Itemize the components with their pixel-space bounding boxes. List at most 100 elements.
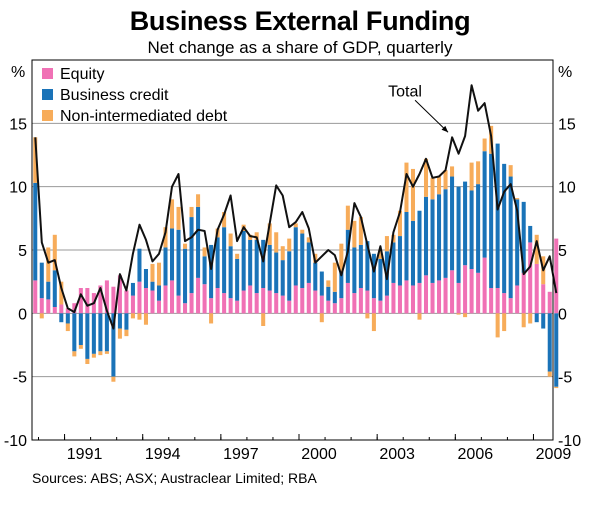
bar-segment-business-credit xyxy=(502,163,507,294)
x-tick-label: 1991 xyxy=(67,446,103,463)
bar-segment-non-intermediated-debt xyxy=(339,243,344,272)
bar-segment-business-credit xyxy=(410,220,416,286)
bar-segment-business-credit xyxy=(274,252,279,294)
legend-swatch xyxy=(42,89,53,100)
bar-segment-equity xyxy=(528,242,533,314)
bar-segment-equity xyxy=(554,238,559,314)
bar-segment-non-intermediated-debt xyxy=(547,371,552,377)
x-tick-label: 2003 xyxy=(379,446,415,463)
bar-segment-non-intermediated-debt xyxy=(417,313,422,320)
bar-segment-equity xyxy=(274,293,279,314)
bar-segment-business-credit xyxy=(423,196,429,276)
bar-segment-business-credit xyxy=(300,233,305,288)
bar-segment-equity xyxy=(52,307,57,314)
bar-segment-non-intermediated-debt xyxy=(254,232,259,240)
bar-segment-non-intermediated-debt xyxy=(319,313,324,323)
y-unit-right: % xyxy=(558,64,572,81)
bar-segment-equity xyxy=(476,272,481,314)
bar-segment-non-intermediated-debt xyxy=(456,313,461,315)
bar-segment-business-credit xyxy=(59,313,64,323)
bar-segment-equity xyxy=(489,288,494,314)
bar-segment-business-credit xyxy=(156,285,162,301)
bar-segment-business-credit xyxy=(287,251,292,301)
bar-segment-equity xyxy=(417,282,422,314)
bar-segment-business-credit xyxy=(397,236,402,286)
bar-segment-business-credit xyxy=(489,153,494,288)
bar-segment-equity xyxy=(228,298,233,314)
legend-label: Non-intermediated debt xyxy=(60,108,228,125)
source-note: Sources: ABS; ASX; Austraclear Limited; … xyxy=(32,470,317,486)
bar-segment-business-credit xyxy=(476,184,481,273)
bar-segment-non-intermediated-debt xyxy=(287,238,292,252)
bar-segment-business-credit xyxy=(235,258,240,301)
bar-segment-non-intermediated-debt xyxy=(183,243,188,249)
bar-segment-equity xyxy=(104,280,109,314)
bar-segment-business-credit xyxy=(169,228,175,281)
bar-segment-non-intermediated-debt xyxy=(365,313,370,319)
bar-segment-equity xyxy=(378,300,383,314)
bar-segment-non-intermediated-debt xyxy=(437,176,442,195)
bar-segment-non-intermediated-debt xyxy=(33,137,38,183)
bar-segment-equity xyxy=(339,298,344,314)
y-tick-label-left: -5 xyxy=(13,370,27,387)
bar-segment-business-credit xyxy=(39,262,44,299)
bar-segment-business-credit xyxy=(85,313,90,359)
bar-segment-non-intermediated-debt xyxy=(65,323,70,332)
bar-segment-equity xyxy=(196,277,201,314)
bar-segment-business-credit xyxy=(326,286,331,301)
bar-segment-business-credit xyxy=(534,313,539,323)
plot-frame xyxy=(31,59,554,441)
bar-segment-business-credit xyxy=(65,313,70,324)
annotation-total: Total xyxy=(388,83,422,100)
bar-segment-business-credit xyxy=(463,181,468,266)
bar-segment-non-intermediated-debt xyxy=(280,246,285,261)
bar-segment-non-intermediated-debt xyxy=(508,165,513,177)
bar-segment-equity xyxy=(450,270,455,314)
bar-segment-equity xyxy=(98,285,103,314)
bar-segment-non-intermediated-debt xyxy=(469,162,474,191)
bar-segment-non-intermediated-debt xyxy=(502,313,507,332)
legend-swatch xyxy=(42,68,53,79)
bar-segment-equity xyxy=(176,295,181,314)
bar-segment-equity xyxy=(215,288,220,314)
bar-segment-equity xyxy=(293,285,298,314)
chart-subtitle: Net change as a share of GDP, quarterly xyxy=(147,38,453,57)
bar-segment-equity xyxy=(463,265,468,314)
bar-segment-non-intermediated-debt xyxy=(397,210,402,237)
bar-segment-non-intermediated-debt xyxy=(332,262,337,292)
bar-segment-non-intermediated-debt xyxy=(235,253,240,259)
bar-segment-business-credit xyxy=(469,190,474,269)
bar-segment-business-credit xyxy=(222,227,227,294)
bar-segment-non-intermediated-debt xyxy=(137,313,142,320)
bar-segment-business-credit xyxy=(150,281,155,291)
bar-segment-non-intermediated-debt xyxy=(169,199,175,229)
bar-segment-business-credit xyxy=(209,244,214,299)
bar-segment-business-credit xyxy=(306,242,311,283)
y-tick-label-left: 10 xyxy=(9,180,27,197)
bar-segment-non-intermediated-debt xyxy=(371,313,376,332)
bar-segment-non-intermediated-debt xyxy=(274,232,279,253)
bar-segment-non-intermediated-debt xyxy=(209,313,214,324)
y-tick-label-left: 5 xyxy=(18,243,27,260)
bar-segment-business-credit xyxy=(437,194,442,281)
bar-segment-non-intermediated-debt xyxy=(463,313,468,318)
bar-segment-equity xyxy=(384,295,389,314)
bar-segment-non-intermediated-debt xyxy=(554,386,559,389)
bar-segment-non-intermediated-debt xyxy=(261,313,266,326)
bar-segment-business-credit xyxy=(430,199,435,283)
bar-segment-business-credit xyxy=(228,246,233,299)
bar-segment-equity xyxy=(443,277,448,314)
bar-segment-non-intermediated-debt xyxy=(300,229,305,234)
bar-segment-business-credit xyxy=(319,271,324,296)
bar-segment-business-credit xyxy=(163,247,168,286)
bar-segment-equity xyxy=(508,298,513,314)
x-tick-label: 2000 xyxy=(301,446,337,463)
bar-segment-non-intermediated-debt xyxy=(534,234,539,264)
bar-segment-equity xyxy=(352,293,357,314)
bar-segment-business-credit xyxy=(267,244,272,291)
y-tick-label-right: -10 xyxy=(558,433,581,450)
bar-segment-business-credit xyxy=(78,313,83,345)
bar-segment-non-intermediated-debt xyxy=(378,250,383,259)
bar-segment-business-credit xyxy=(293,227,298,286)
